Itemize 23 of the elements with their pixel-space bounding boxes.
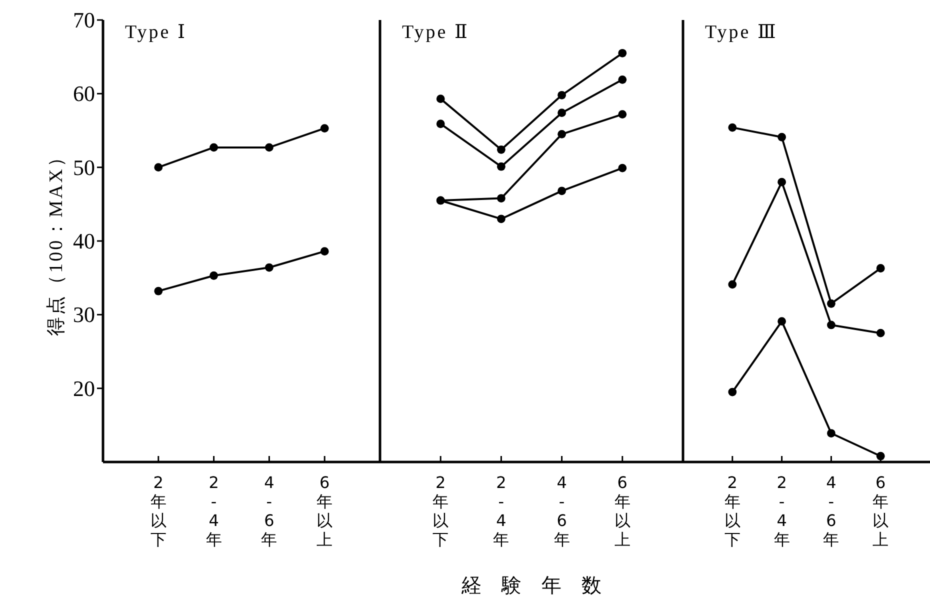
x-tick-label: 4-6年 — [554, 473, 570, 549]
x-tick-label: 2-4年 — [493, 473, 510, 549]
y-tick-label: 20 — [73, 376, 95, 401]
x-axis-title: 経 験 年 数 — [460, 575, 602, 597]
y-tick-label: 40 — [73, 228, 95, 254]
y-tick-label: 30 — [73, 302, 95, 328]
x-tick-label: 6年以上 — [316, 473, 333, 549]
chart-title: Type Ⅰ — [125, 22, 187, 43]
x-tick-label: 2年以下 — [432, 473, 449, 549]
x-tick-label: 6年以上 — [614, 473, 630, 549]
y-tick-label: 60 — [73, 81, 95, 106]
y-axis-title: 得点（100：MAX） — [46, 146, 67, 336]
x-tick-label: 2年以下 — [150, 473, 166, 549]
x-tick-label: 2-4年 — [206, 473, 222, 549]
x-tick-label: 2年以下 — [724, 473, 740, 549]
chart-title: Type Ⅲ — [705, 22, 778, 43]
y-tick-label: 70 — [73, 8, 95, 32]
x-tick-label: 4-6年 — [261, 473, 278, 549]
x-tick-label: 2-4年 — [774, 473, 790, 549]
y-tick-label: 50 — [73, 154, 95, 180]
x-tick-label: 6年以上 — [872, 473, 889, 549]
chart-title: Type Ⅱ — [402, 22, 470, 43]
x-tick-label: 4-6年 — [823, 473, 840, 549]
